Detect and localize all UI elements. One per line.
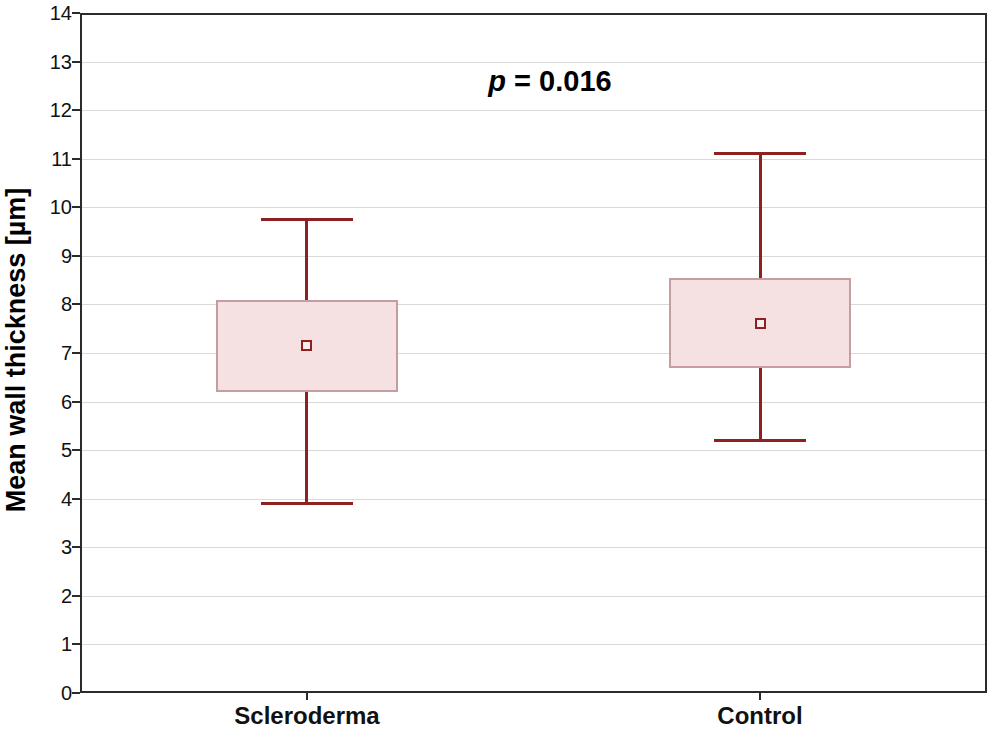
- p-value-text: = 0.016: [506, 65, 612, 97]
- y-axis-tick: [72, 595, 80, 597]
- y-axis-tick-label: 11: [26, 147, 72, 171]
- y-axis-tick: [72, 255, 80, 257]
- x-category-label-scleroderma: Scleroderma: [187, 702, 427, 730]
- gridline: [82, 62, 985, 63]
- y-axis-tick: [72, 158, 80, 160]
- x-axis-tick: [306, 693, 308, 700]
- whisker-cap-high-control: [714, 152, 806, 155]
- boxplot-figure: Mean wall thickness [µm] p = 0.016 01234…: [0, 0, 992, 731]
- y-axis-tick: [72, 352, 80, 354]
- y-axis-tick: [72, 109, 80, 111]
- y-axis-tick: [72, 401, 80, 403]
- y-axis-tick: [72, 206, 80, 208]
- y-axis-tick-label: 7: [26, 341, 72, 365]
- gridline: [82, 644, 985, 645]
- y-axis-tick-label: 1: [26, 632, 72, 656]
- gridline: [82, 450, 985, 451]
- y-axis-tick-label: 9: [26, 244, 72, 268]
- y-axis-tick-label: 14: [26, 1, 72, 25]
- y-axis-tick: [72, 643, 80, 645]
- gridline: [82, 110, 985, 111]
- gridline: [82, 256, 985, 257]
- gridline: [82, 547, 985, 548]
- y-axis-tick-label: 12: [26, 98, 72, 122]
- y-axis-tick-label: 10: [26, 195, 72, 219]
- y-axis-tick-label: 5: [26, 438, 72, 462]
- p-value-symbol: p: [488, 65, 506, 97]
- y-axis-tick: [72, 546, 80, 548]
- y-axis-tick: [72, 692, 80, 694]
- gridline: [82, 499, 985, 500]
- mean-marker-scleroderma: [301, 340, 312, 351]
- gridline: [82, 159, 985, 160]
- x-category-label-control: Control: [640, 702, 880, 730]
- y-axis-tick: [72, 498, 80, 500]
- y-axis-tick-label: 6: [26, 390, 72, 414]
- gridline: [82, 207, 985, 208]
- whisker-cap-high-scleroderma: [261, 218, 353, 221]
- y-axis-tick-label: 2: [26, 584, 72, 608]
- whisker-cap-low-control: [714, 439, 806, 442]
- p-value-annotation: p = 0.016: [488, 65, 611, 98]
- y-axis-tick-label: 4: [26, 487, 72, 511]
- x-axis-tick: [759, 693, 761, 700]
- gridline: [82, 596, 985, 597]
- y-axis-tick: [72, 12, 80, 14]
- y-axis-tick-label: 8: [26, 292, 72, 316]
- y-axis-tick: [72, 61, 80, 63]
- y-axis-tick-label: 3: [26, 535, 72, 559]
- y-axis-tick: [72, 303, 80, 305]
- gridline: [82, 402, 985, 403]
- y-axis-tick: [72, 449, 80, 451]
- y-axis-tick-label: 13: [26, 50, 72, 74]
- whisker-cap-low-scleroderma: [261, 502, 353, 505]
- mean-marker-control: [755, 318, 766, 329]
- y-axis-tick-label: 0: [26, 681, 72, 705]
